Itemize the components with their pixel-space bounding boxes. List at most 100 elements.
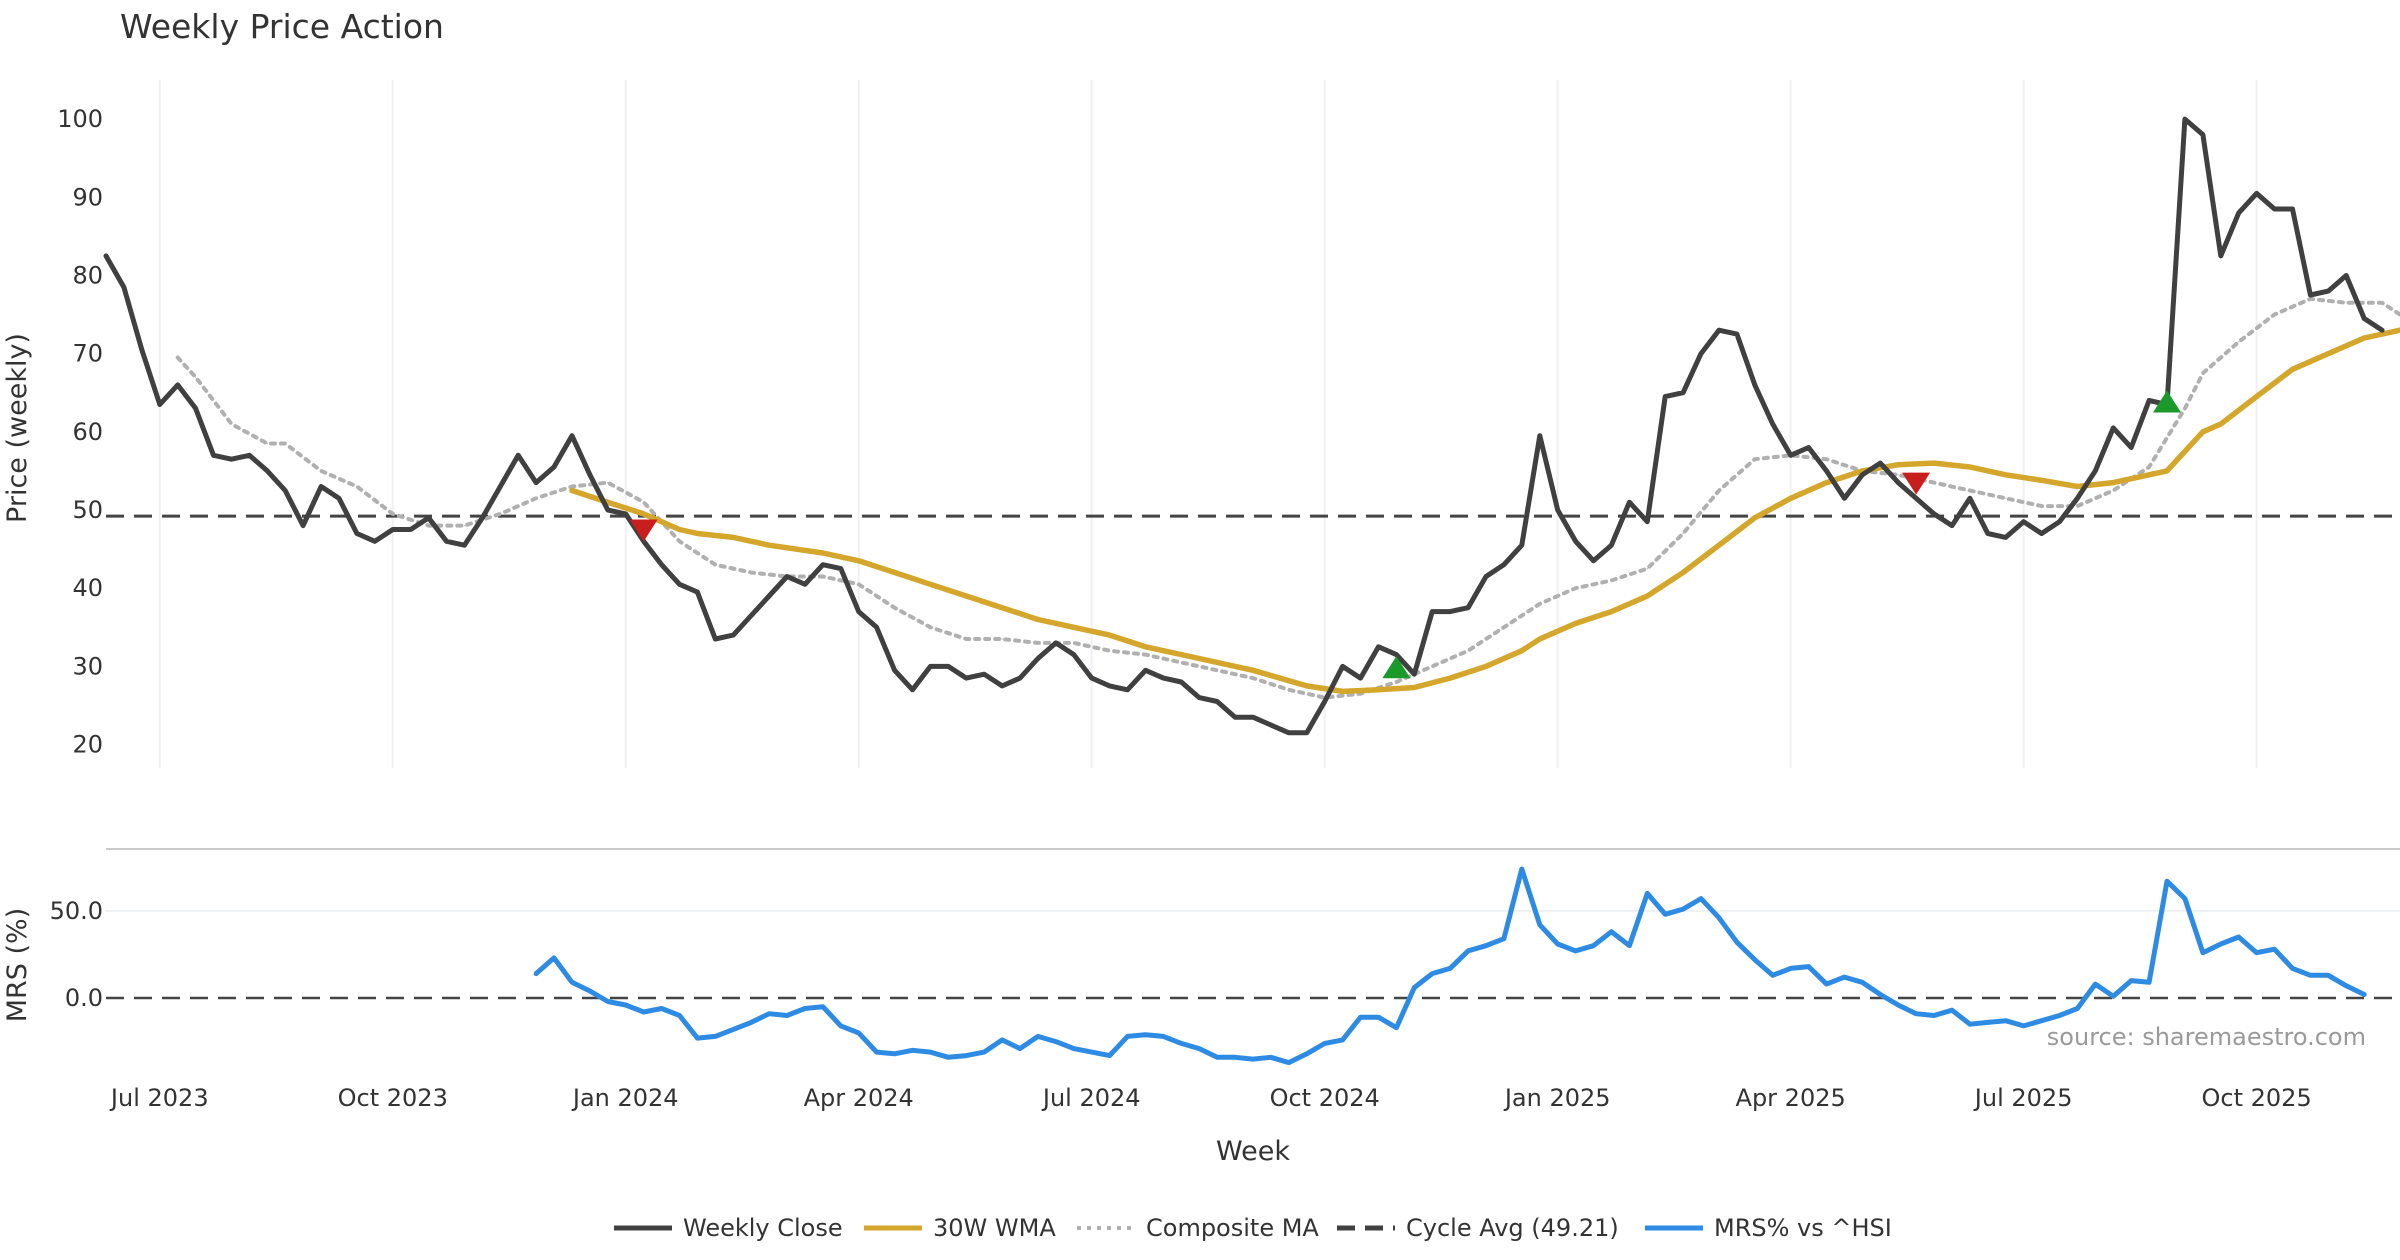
wma-point-27	[1575, 622, 1577, 625]
mrs-point-19	[876, 1051, 878, 1053]
mrs-point-74	[1861, 981, 1863, 983]
composite-ma-point-37	[1467, 650, 1469, 652]
composite-ma-point-34	[1359, 693, 1362, 695]
mrs-point-53	[1485, 945, 1487, 947]
weekly-close-point-41	[840, 568, 842, 570]
mrs-point-2	[571, 981, 573, 983]
wma-point-34	[1825, 482, 1828, 484]
wma-point-49	[2327, 353, 2329, 355]
mrs-point-70	[1790, 967, 1792, 970]
wma-point-11	[965, 595, 967, 597]
weekly-close-point-58	[1144, 669, 1147, 671]
wma-point-18	[1252, 669, 1254, 671]
mrs-point-90	[2148, 981, 2150, 983]
mrs-point-14	[786, 1014, 788, 1017]
weekly-close-point-0	[105, 255, 107, 257]
mrs-point-79	[1951, 1009, 1953, 1011]
wma-point-28	[1610, 611, 1612, 613]
price-y-tick-70: 70	[72, 340, 103, 368]
weekly-close-point-20	[463, 544, 465, 546]
weekly-close-point-13	[338, 497, 340, 499]
mrs-point-43	[1306, 1053, 1308, 1055]
weekly-close-point-72	[1395, 654, 1397, 656]
weekly-close-point-97	[1843, 497, 1845, 499]
weekly-close-point-17	[410, 528, 412, 531]
weekly-close-point-23	[517, 454, 519, 456]
wma-point-12	[1001, 607, 1003, 609]
mrs-y-tick-1: 50.0	[50, 897, 103, 925]
price-y-tick-50: 50	[72, 496, 103, 524]
mrs-point-82	[2005, 1020, 2007, 1022]
mrs-point-56	[1539, 924, 1541, 926]
composite-ma-point-7	[392, 513, 394, 515]
legend: Weekly Close 30W WMA Composite MA Cycle Avg…	[614, 1214, 1892, 1242]
mrs-point-40	[1252, 1058, 1254, 1060]
wma-point-40	[2041, 479, 2043, 481]
weekly-close-point-51	[1019, 677, 1021, 679]
composite-ma-line	[175, 296, 2400, 700]
signal-markers	[629, 390, 2182, 679]
weekly-close-point-46	[929, 665, 932, 668]
x-tick-1: Oct 2023	[338, 1084, 448, 1112]
mrs-point-75	[1879, 993, 1881, 996]
weekly-close-point-66	[1288, 732, 1290, 734]
wma-point-42	[2112, 482, 2114, 484]
wma-point-45	[2202, 431, 2204, 433]
weekly-close-series	[103, 116, 2385, 736]
composite-ma-point-42	[1646, 568, 1648, 570]
sell-signal-0	[629, 519, 658, 542]
weekly-close-point-98	[1861, 474, 1863, 476]
weekly-close-point-103	[1951, 525, 1953, 527]
wma-point-6	[768, 544, 770, 546]
wma-point-46	[2220, 423, 2222, 425]
composite-ma-point-36	[1431, 665, 1433, 668]
mrs-point-57	[1557, 943, 1559, 945]
price-y-tick-20: 20	[72, 731, 103, 759]
wma-point-15	[1109, 634, 1111, 636]
buy-signal-1	[2153, 390, 2182, 413]
wma-point-38	[1969, 466, 1971, 468]
mrs-point-24	[965, 1055, 967, 1057]
weekly-close-point-111	[2094, 470, 2096, 472]
mrs-point-28	[1037, 1035, 1039, 1037]
weekly-close-point-40	[822, 564, 824, 566]
weekly-close-point-67	[1306, 732, 1308, 734]
mrs-point-29	[1055, 1041, 1057, 1043]
wma-point-39	[2005, 474, 2007, 476]
composite-ma-point-19	[822, 575, 824, 578]
weekly-close-point-48	[965, 677, 967, 679]
composite-ma-point-27	[1109, 650, 1111, 652]
mrs-point-96	[2256, 952, 2258, 954]
weekly-close-point-19	[445, 540, 448, 542]
weekly-close-point-54	[1073, 654, 1075, 656]
composite-ma-point-0	[177, 356, 179, 359]
mrs-point-52	[1467, 950, 1469, 952]
composite-ma-point-63	[2381, 302, 2383, 304]
weekly-close-point-125	[2345, 274, 2347, 277]
wma-point-8	[858, 560, 860, 562]
mrs-point-85	[2058, 1014, 2061, 1017]
weekly-close-point-2	[141, 349, 143, 351]
mrs-point-39	[1234, 1056, 1236, 1058]
weekly-close-point-82	[1575, 540, 1577, 542]
mrs-point-95	[2238, 936, 2240, 938]
composite-ma-point-28	[1144, 654, 1147, 656]
weekly-close-point-14	[356, 532, 358, 535]
weekly-close-point-90	[1718, 329, 1720, 331]
mrs-point-91	[2166, 880, 2168, 882]
composite-ma-point-32	[1288, 689, 1290, 691]
composite-ma-point-62	[2345, 302, 2347, 304]
mrs-point-54	[1503, 938, 1505, 940]
mrs-point-93	[2202, 952, 2204, 954]
weekly-close-line	[103, 116, 2385, 736]
mrs-point-72	[1825, 983, 1828, 985]
composite-ma-point-3	[266, 442, 268, 445]
wma-point-36	[1897, 464, 1899, 466]
weekly-close-point-44	[894, 669, 896, 671]
weekly-close-point-42	[858, 611, 860, 613]
wma-point-29	[1646, 595, 1648, 597]
weekly-close-point-114	[2148, 399, 2150, 402]
weekly-close-point-5	[195, 407, 197, 409]
mrs-point-101	[2345, 985, 2347, 987]
weekly-close-point-101	[1915, 497, 1917, 499]
